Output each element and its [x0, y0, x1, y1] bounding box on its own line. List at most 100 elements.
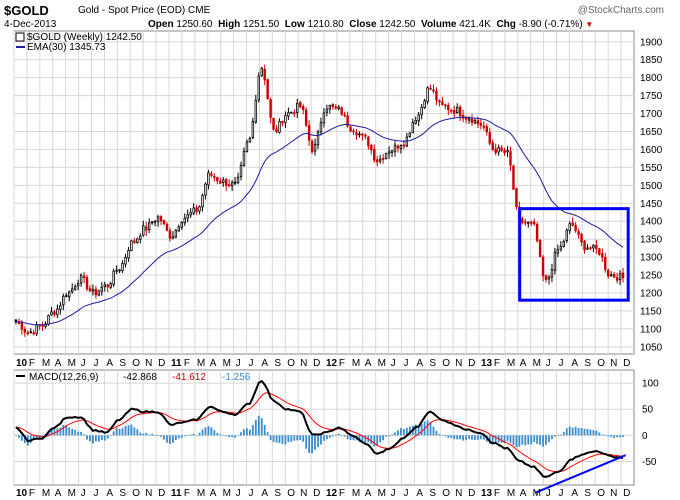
chart-description: Gold - Spot Price (EOD) CME: [78, 5, 210, 16]
candle: [494, 143, 497, 156]
candle: [349, 125, 352, 133]
histogram-bar: [494, 435, 497, 443]
candle: [532, 218, 536, 226]
histogram-bar: [551, 435, 553, 440]
histogram-bar: [166, 435, 168, 443]
histogram-bar: [417, 426, 420, 436]
histogram-bar: [370, 435, 373, 445]
candle: [387, 146, 391, 159]
candle: [346, 111, 349, 128]
x-tick: A: [261, 488, 268, 499]
candle: [331, 103, 335, 110]
candle: [607, 268, 610, 279]
histogram-bar: [394, 432, 396, 436]
candle: [168, 227, 172, 242]
low-label: Low: [284, 19, 305, 30]
candle: [595, 239, 598, 254]
candle: [210, 171, 213, 178]
histogram-bar: [106, 435, 109, 439]
x-tick: J: [404, 358, 409, 369]
price-y-tick: 1350: [640, 235, 663, 246]
candle: [423, 98, 426, 109]
histogram-bar: [607, 435, 610, 437]
histogram-bar: [400, 428, 402, 436]
histogram-bar: [59, 427, 62, 436]
histogram-bar: [86, 435, 88, 440]
histogram-bar: [257, 415, 260, 436]
candle: [488, 127, 491, 146]
candle: [524, 218, 527, 226]
histogram-bar: [477, 435, 479, 440]
histogram-bar: [385, 435, 388, 437]
stockcharts-credit[interactable]: @StockCharts.com: [577, 5, 664, 16]
candle: [310, 139, 314, 155]
x-tick: S: [274, 358, 281, 369]
histogram-bar: [246, 428, 248, 436]
histogram-bar: [331, 435, 334, 437]
candle: [121, 260, 124, 273]
histogram-bar: [343, 435, 346, 437]
x-tick: D: [313, 488, 320, 499]
histogram-bar: [462, 435, 465, 441]
legend-macd-label: MACD(12,26,9): [29, 372, 98, 383]
histogram-bar: [210, 427, 213, 436]
histogram-bar: [595, 430, 598, 436]
histogram-bar: [453, 435, 456, 440]
x-tick: N: [300, 358, 307, 369]
histogram-bar: [379, 435, 382, 443]
candle: [399, 144, 403, 154]
histogram-bar: [402, 428, 405, 436]
candle: [337, 105, 340, 111]
candle: [56, 304, 59, 319]
x-tick: J: [559, 358, 564, 369]
macd-x-axis: 10 F M A M J J A S O N D 11 F M A M J J A S O N D 12 F M A M J J A S O N D 1…: [16, 488, 630, 499]
histogram-bar: [281, 435, 284, 445]
histogram-bar: [192, 433, 195, 436]
x-tick: J: [404, 488, 409, 499]
histogram-bar: [388, 435, 390, 437]
x-tick: D: [623, 488, 630, 499]
candlestick-series: [14, 64, 625, 337]
candle: [70, 283, 74, 294]
candle: [583, 240, 586, 254]
candle: [62, 293, 65, 311]
candle: [571, 217, 574, 227]
price-y-tick: 1200: [640, 288, 663, 299]
candle: [604, 252, 607, 273]
candle: [491, 139, 494, 151]
candle: [65, 292, 68, 298]
histogram-bar: [459, 435, 462, 440]
candle: [396, 144, 400, 153]
histogram-bar: [352, 435, 355, 441]
candle: [260, 66, 263, 77]
candle: [384, 152, 388, 160]
legend-gold: $GOLD (Weekly) 1242.50: [27, 32, 142, 43]
x-tick: S: [584, 488, 591, 499]
histogram-bar: [94, 435, 97, 442]
price-y-tick: 1150: [640, 306, 662, 317]
x-tick: 10: [16, 488, 28, 499]
x-tick: F: [29, 488, 35, 499]
histogram-bar: [89, 435, 91, 442]
x-tick: A: [55, 488, 62, 499]
histogram-bar: [536, 435, 539, 444]
x-tick: N: [455, 488, 462, 499]
histogram-bar: [373, 435, 376, 447]
candle: [127, 246, 130, 262]
price-x-axis: 10 F M A M J J A S O N D 11 F M A M J J A S O N D 12 F M A M J J A S O N D 1…: [16, 358, 630, 369]
candle: [251, 117, 255, 140]
candle: [301, 104, 305, 115]
histogram-bar: [524, 435, 527, 446]
candle: [287, 107, 290, 121]
candle: [183, 213, 186, 226]
histogram-bar: [243, 429, 245, 436]
histogram-bar: [299, 435, 302, 441]
candle: [429, 84, 432, 91]
histogram-bar: [432, 426, 435, 436]
histogram-bar: [456, 435, 459, 440]
candle: [269, 97, 272, 124]
histogram-bar: [479, 435, 482, 440]
candle: [601, 248, 604, 263]
histogram-bar: [263, 424, 266, 436]
candle: [313, 138, 317, 156]
